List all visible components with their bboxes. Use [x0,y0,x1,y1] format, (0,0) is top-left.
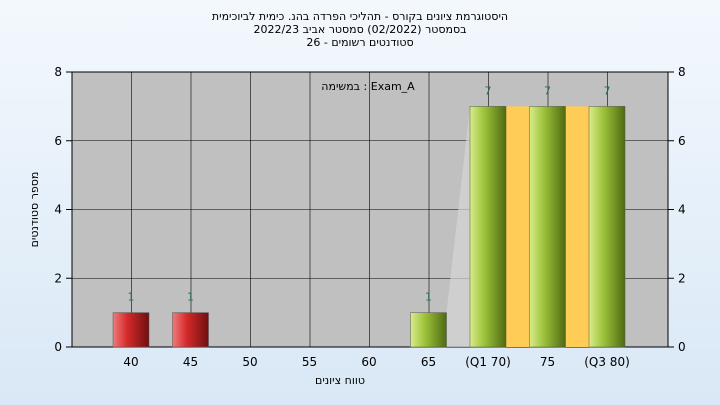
bar [172,312,209,348]
x-tick-label: 45 [183,355,198,369]
bar [529,106,566,348]
x-tick-label: 60 [361,355,376,369]
y-tick-label-right: 6 [678,134,686,148]
y-tick-label-left: 4 [54,203,62,217]
y-tick-label-right: 4 [678,203,686,217]
y-tick-label-left: 0 [54,340,62,354]
y-tick-label-right: 2 [678,271,686,285]
y-tick-label-right: 8 [678,65,686,79]
x-tick-label: 75 [540,355,555,369]
x-axis-label: טווח ציונים [315,374,365,387]
bar [469,106,507,348]
y-tick-label-right: 0 [678,340,686,354]
data-label: 1 [425,291,432,304]
legend: במשימה : Exam_A [321,80,415,93]
data-label: 7 [485,84,492,97]
data-label: 1 [187,291,194,304]
data-label: 1 [128,291,135,304]
title-line-3: סטודנטים רשומים - 26 [306,36,414,49]
title-line-1: היסטוגרמת ציונים בקורס - תהליכי הפרדה בה… [211,10,509,23]
data-label: 7 [604,84,611,97]
x-tick-label: (Q1 70) [465,355,511,369]
y-tick-label-left: 6 [54,134,62,148]
bar [588,106,626,348]
bar [410,312,447,348]
chart-title: היסטוגרמת ציונים בקורס - תהליכי הפרדה בה… [0,10,720,49]
x-tick-label: 65 [421,355,436,369]
y-tick-label-left: 8 [54,65,62,79]
x-tick-label: (Q3 80) [584,355,630,369]
bar [112,312,150,348]
y-tick-label-left: 2 [54,271,62,285]
y-axis-label: מספר סטודנטים [28,172,41,248]
x-tick-label: 40 [123,355,138,369]
title-line-2: בסמסטר (02/2022) סמסטר אביב 2022/23 [253,23,467,36]
x-tick-label: 50 [242,355,257,369]
x-tick-label: 55 [302,355,317,369]
quartile-projection [446,106,470,347]
data-label: 7 [544,84,551,97]
